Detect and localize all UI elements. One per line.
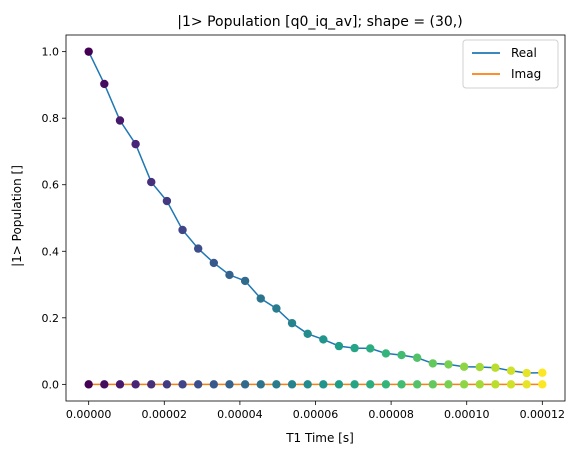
y-tick-label: 0.0 bbox=[42, 378, 60, 391]
data-point-real bbox=[475, 362, 484, 372]
data-point-real bbox=[240, 276, 250, 286]
x-axis: 0.00000 0.00002 0.00004 0.00006 0.00008 0.000… bbox=[66, 401, 565, 421]
data-point-real bbox=[522, 368, 531, 378]
data-point-real bbox=[459, 362, 469, 371]
data-point-real bbox=[209, 258, 219, 268]
y-tick-label: 0.2 bbox=[42, 312, 60, 325]
data-point-real bbox=[131, 139, 140, 149]
data-point-imag bbox=[131, 380, 140, 389]
data-point-imag bbox=[506, 380, 516, 389]
y-tick-label: 0.8 bbox=[42, 112, 60, 125]
data-point-real bbox=[147, 177, 156, 187]
data-point-imag bbox=[538, 380, 547, 389]
data-point-real bbox=[491, 363, 500, 372]
data-point-real bbox=[428, 359, 438, 368]
data-point-imag bbox=[178, 380, 187, 389]
x-tick-label: 0.00004 bbox=[217, 408, 263, 421]
data-point-imag bbox=[428, 380, 438, 389]
data-point-real bbox=[100, 79, 109, 89]
y-tick-label: 0.6 bbox=[42, 179, 60, 192]
legend: Real Imag bbox=[462, 39, 559, 89]
legend-label-imag: Imag bbox=[511, 67, 541, 81]
data-point-imag bbox=[115, 380, 125, 389]
data-point-imag bbox=[319, 380, 328, 389]
data-point-real bbox=[287, 318, 297, 328]
y-axis-label: |1> Population [] bbox=[10, 165, 24, 267]
data-point-imag bbox=[193, 380, 203, 389]
x-tick-label: 0.00008 bbox=[368, 408, 414, 421]
y-axis: 0.0 0.2 0.4 0.6 0.8 1.0 bbox=[42, 46, 66, 391]
data-point-real bbox=[256, 294, 265, 303]
data-point-imag bbox=[381, 380, 391, 389]
data-point-real bbox=[381, 349, 391, 358]
data-point-imag bbox=[100, 380, 109, 389]
data-point-imag bbox=[287, 380, 297, 389]
data-point-real bbox=[444, 360, 453, 369]
data-point-real bbox=[350, 343, 359, 353]
data-point-imag bbox=[522, 380, 531, 389]
data-point-imag bbox=[412, 380, 422, 389]
x-tick-label: 0.00010 bbox=[444, 408, 490, 421]
data-point-real bbox=[397, 350, 406, 360]
data-point-imag bbox=[147, 380, 156, 389]
data-point-imag bbox=[272, 380, 281, 389]
axes-frame bbox=[65, 34, 566, 402]
data-point-imag bbox=[162, 380, 172, 389]
data-point-imag bbox=[444, 380, 453, 389]
legend-box bbox=[462, 39, 559, 89]
data-point-real bbox=[115, 116, 125, 125]
data-point-imag bbox=[303, 380, 312, 389]
y-tick-label: 1.0 bbox=[42, 46, 60, 59]
plot-area bbox=[65, 34, 566, 402]
data-point-imag bbox=[240, 380, 250, 389]
series-line-real bbox=[88, 51, 543, 374]
data-point-imag bbox=[397, 380, 406, 389]
data-point-real bbox=[162, 196, 172, 206]
data-point-imag bbox=[256, 380, 265, 389]
data-point-real bbox=[319, 335, 328, 344]
data-point-imag bbox=[475, 380, 484, 389]
data-point-imag bbox=[209, 380, 219, 389]
data-point-imag bbox=[459, 380, 469, 389]
x-tick-label: 0.00012 bbox=[520, 408, 566, 421]
data-point-real bbox=[272, 304, 281, 313]
y-tick-label: 0.4 bbox=[42, 245, 60, 258]
legend-label-real: Real bbox=[511, 46, 537, 60]
data-point-real bbox=[366, 344, 375, 353]
data-point-imag bbox=[225, 380, 234, 389]
data-point-imag bbox=[84, 380, 93, 389]
data-point-imag bbox=[350, 380, 359, 389]
data-point-real bbox=[178, 225, 187, 235]
data-point-real bbox=[303, 329, 312, 338]
chart-title: |1> Population [q0_iq_av]; shape = (30,) bbox=[177, 14, 462, 30]
x-axis-label: T1 Time [s] bbox=[285, 431, 354, 445]
data-point-real bbox=[225, 270, 234, 280]
data-point-real bbox=[412, 353, 422, 362]
x-tick-label: 0.00006 bbox=[293, 408, 339, 421]
data-point-real bbox=[84, 47, 93, 56]
x-tick-label: 0.00002 bbox=[142, 408, 188, 421]
data-point-real bbox=[334, 341, 344, 351]
x-tick-label: 0.00000 bbox=[66, 408, 112, 421]
data-point-imag bbox=[334, 380, 344, 389]
data-point-imag bbox=[366, 380, 375, 389]
data-point-imag bbox=[491, 380, 500, 389]
data-point-real bbox=[538, 368, 547, 377]
data-point-real bbox=[506, 366, 516, 375]
data-point-real bbox=[193, 244, 203, 253]
